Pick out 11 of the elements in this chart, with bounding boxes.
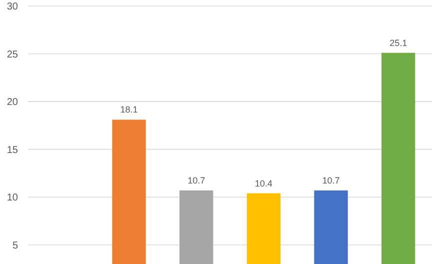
data-label: 18.1 bbox=[120, 104, 138, 115]
y-tick-label: 15 bbox=[6, 144, 18, 156]
y-tick-label: 10 bbox=[6, 192, 18, 204]
data-label: 10.4 bbox=[254, 178, 272, 188]
y-tick-label: 30 bbox=[6, 2, 18, 12]
data-label: 10.7 bbox=[188, 175, 206, 186]
y-tick-label: 20 bbox=[6, 97, 18, 108]
y-tick-label: 25 bbox=[6, 49, 18, 60]
y-tick-label: 5 bbox=[12, 240, 18, 252]
data-label: 25.1 bbox=[390, 38, 408, 48]
data-label: 10.7 bbox=[322, 175, 340, 186]
